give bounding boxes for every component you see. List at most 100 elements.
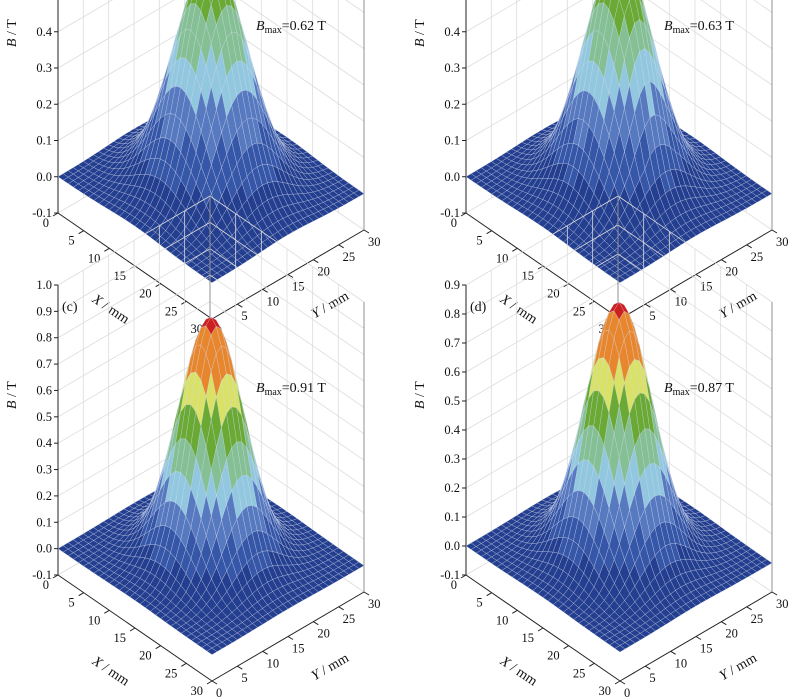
z-tick-label: 0.5 xyxy=(444,394,460,408)
x-axis-label: X / mm xyxy=(496,653,539,689)
y-axis-label: Y / mm xyxy=(309,651,352,684)
y-tick-mark xyxy=(746,606,752,611)
z-tick-label: 0.3 xyxy=(444,452,460,466)
z-tick-label: 0.3 xyxy=(36,463,52,477)
y-tick-label: 10 xyxy=(267,294,280,308)
x-tick-mark xyxy=(512,609,518,614)
x-tick-label: 30 xyxy=(599,684,612,698)
x-tick-label: 25 xyxy=(165,666,178,680)
z-tick-label: 0.1 xyxy=(36,134,52,148)
x-tick-mark xyxy=(486,230,492,235)
x-tick-mark xyxy=(563,283,569,288)
y-tick-label: 30 xyxy=(368,597,381,611)
z-tick-label: 0.2 xyxy=(444,97,460,111)
z-tick-label: 0.2 xyxy=(444,481,460,495)
surface-cell xyxy=(209,0,213,5)
bmax-annotation: Bmax=0.63 T xyxy=(664,19,734,36)
x-tick-label: 15 xyxy=(522,631,535,645)
y-tick-label: 10 xyxy=(267,656,280,670)
x-tick-mark xyxy=(78,592,84,597)
x-tick-label: 10 xyxy=(496,613,509,627)
z-tick-label: 0.6 xyxy=(444,365,460,379)
z-tick-label: 0.5 xyxy=(444,0,460,3)
x-tick-mark xyxy=(614,680,621,685)
y-tick-label: 20 xyxy=(725,265,738,279)
x-tick-mark xyxy=(181,662,187,667)
y-tick-mark xyxy=(619,680,626,685)
x-tick-label: 10 xyxy=(88,613,101,627)
y-axis-label: Y / mm xyxy=(717,289,760,322)
z-tick-label: 0.5 xyxy=(36,410,52,424)
x-tick-mark xyxy=(104,609,110,614)
surface-panel: -0.10.00.10.20.30.40.50.60.70.80.91.0051… xyxy=(5,195,381,700)
x-tick-label: 0 xyxy=(451,578,457,592)
y-tick-mark xyxy=(313,259,319,264)
x-tick-label: 5 xyxy=(68,596,74,610)
bmax-symbol: B xyxy=(256,19,265,34)
bmax-symbol: B xyxy=(664,19,673,34)
y-tick-label: 20 xyxy=(317,265,330,279)
x-tick-mark xyxy=(181,300,187,305)
x-tick-mark xyxy=(104,247,110,252)
z-axis-label: B / T xyxy=(5,19,20,47)
panel-label: (d) xyxy=(470,300,487,315)
z-tick-label: 0.0 xyxy=(444,170,460,184)
x-tick-mark xyxy=(589,300,595,305)
x-tick-label: 15 xyxy=(114,631,127,645)
x-tick-label: 20 xyxy=(547,287,560,301)
x-tick-mark xyxy=(129,627,136,632)
y-tick-label: 20 xyxy=(725,627,738,641)
surface-panel: -0.10.00.10.20.30.40.50.60.7051015202530… xyxy=(5,0,381,338)
x-tick-label: 30 xyxy=(191,684,204,698)
y-tick-mark xyxy=(262,288,268,293)
bmax-value: =0.91 T xyxy=(282,381,327,396)
z-tick-label: 0.9 xyxy=(444,278,460,292)
z-tick-label: 0.1 xyxy=(36,515,52,529)
bmax-value: =0.87 T xyxy=(690,381,735,396)
z-tick-label: 0.9 xyxy=(36,304,52,318)
x-tick-mark xyxy=(537,627,544,632)
x-axis-label: X / mm xyxy=(88,291,131,327)
z-tick-label: 0.3 xyxy=(444,61,460,75)
x-tick-mark xyxy=(155,645,161,650)
z-tick-label: 0.0 xyxy=(444,539,460,553)
y-tick-label: 15 xyxy=(292,280,305,294)
y-tick-label: 0 xyxy=(216,686,222,700)
y-tick-mark xyxy=(645,303,651,308)
y-tick-label: 20 xyxy=(317,627,330,641)
surface-mesh xyxy=(465,0,773,283)
y-tick-label: 30 xyxy=(368,235,381,249)
surface-cell xyxy=(614,645,626,653)
bmax-subscript: max xyxy=(265,387,282,398)
x-tick-mark xyxy=(563,645,569,650)
surface-cell xyxy=(206,647,218,655)
surface-mesh xyxy=(465,301,773,653)
x-tick-label: 20 xyxy=(139,649,152,663)
y-tick-label: 10 xyxy=(675,294,688,308)
y-tick-mark xyxy=(721,259,727,264)
y-tick-mark xyxy=(670,650,676,655)
bmax-symbol: B xyxy=(256,381,265,396)
z-tick-label: 0.1 xyxy=(444,134,460,148)
z-axis-label: B / T xyxy=(413,381,428,409)
x-tick-label: 20 xyxy=(547,649,560,663)
y-tick-mark xyxy=(771,229,778,234)
bmax-annotation: Bmax=0.87 T xyxy=(664,381,734,398)
z-tick-label: -0.1 xyxy=(440,568,460,582)
bmax-symbol: B xyxy=(664,381,673,396)
bmax-value: =0.63 T xyxy=(690,19,735,34)
z-tick-label: 0.4 xyxy=(36,25,52,39)
bmax-annotation: Bmax=0.62 T xyxy=(256,19,326,36)
x-tick-mark xyxy=(78,230,84,235)
z-tick-label: 0.2 xyxy=(36,97,52,111)
y-tick-mark xyxy=(237,665,243,670)
y-tick-mark xyxy=(363,591,370,596)
surface-panel: -0.10.00.10.20.30.40.50.60.7051015202530… xyxy=(413,0,789,338)
z-tick-label: 1.0 xyxy=(36,278,52,292)
x-tick-label: 5 xyxy=(68,234,74,248)
x-tick-label: 0 xyxy=(43,578,49,592)
z-tick-label: 0.7 xyxy=(444,336,460,350)
x-tick-label: 15 xyxy=(114,269,127,283)
z-tick-label: 0.7 xyxy=(36,357,52,371)
